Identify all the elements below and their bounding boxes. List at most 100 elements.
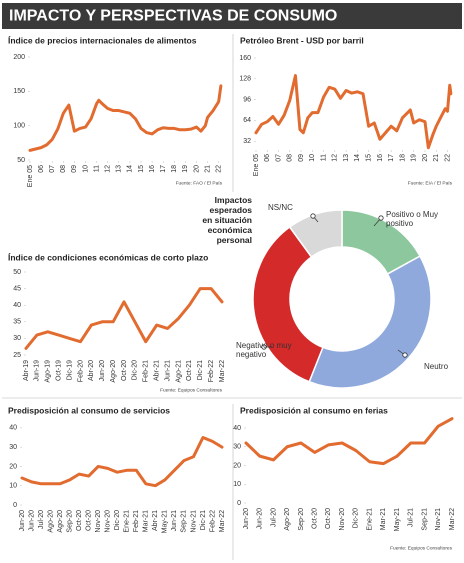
x-tick-label: Jun-19	[34, 360, 41, 382]
x-tick-label: Oct-20	[325, 508, 332, 529]
x-tick-label: 20	[193, 165, 200, 173]
x-tick-label: 15	[365, 154, 372, 162]
x-tick-label: Oct-20	[121, 360, 128, 381]
data-line	[28, 84, 223, 152]
x-tick-label: Dic-19	[66, 360, 73, 380]
x-tick-label: 11	[320, 154, 327, 161]
x-tick-label: Ene-21	[124, 510, 131, 533]
x-tick-label: Ene 05	[27, 165, 34, 187]
x-tick-label: 12	[332, 154, 339, 162]
chart-title: Predisposición al consumo de servicios	[8, 405, 170, 415]
chart-title: Índice de precios internacionales de ali…	[8, 35, 197, 45]
x-tick-label: Dic-21	[197, 360, 204, 380]
x-tick-label: Oct-20	[312, 508, 319, 529]
x-tick-label: 10	[309, 154, 316, 162]
data-line	[244, 417, 454, 466]
y-tick-label: 0	[237, 500, 241, 507]
x-tick-label: Mar-21	[380, 508, 387, 530]
y-tick-label: 30	[233, 444, 241, 451]
x-tick-label: Abr-21	[152, 510, 159, 531]
x-tick-label: 18	[171, 165, 178, 173]
x-tick-label: 07	[49, 165, 56, 173]
x-tick-label: Oct-19	[56, 360, 63, 381]
y-tick-label: 35	[13, 319, 21, 326]
x-tick-label: Dic-21	[200, 510, 207, 530]
donut-title: en situación	[202, 215, 252, 225]
x-tick-label: Sep-20	[298, 508, 305, 531]
x-tick-label: 13	[343, 154, 350, 162]
data-line	[24, 287, 224, 350]
x-tick-label: Nov-20	[95, 510, 102, 533]
x-tick-label: Feb-21	[143, 360, 150, 382]
y-tick-label: 20	[9, 463, 17, 470]
x-tick-label: Dic-20	[132, 360, 139, 380]
x-tick-label: Jun-21	[164, 360, 171, 382]
x-tick-label: 21	[433, 154, 440, 162]
x-tick-label: Nov-20	[339, 508, 346, 531]
y-tick-label: 10	[233, 481, 241, 488]
y-tick-label: 40	[233, 425, 241, 432]
x-tick-label: 22	[216, 165, 223, 173]
x-tick-label: 08	[60, 165, 67, 173]
x-tick-label: Ago-19	[45, 360, 52, 383]
y-tick-label: 150	[13, 88, 25, 95]
donut-title: esperados	[209, 205, 252, 215]
leader-dot	[378, 215, 384, 221]
y-tick-label: 96	[243, 96, 251, 103]
x-tick-label: Ago-20	[110, 360, 117, 383]
leader-dot	[402, 352, 408, 358]
x-tick-label: Feb-22	[209, 510, 216, 532]
x-tick-label: 21	[204, 165, 211, 173]
x-tick-label: Dic-20	[114, 510, 121, 530]
x-tick-label: Mar-22	[219, 360, 226, 382]
x-tick-label: Sep-21	[181, 510, 188, 533]
x-tick-label: Jun-20	[243, 508, 250, 530]
x-tick-label: Sep-20	[66, 510, 73, 533]
chart-title: Petróleo Brent - USD por barril	[240, 35, 364, 45]
chart-title: Índice de condiciones económicas de cort…	[8, 252, 208, 262]
y-tick-label: 40	[9, 425, 17, 432]
x-tick-label: 06	[38, 165, 45, 173]
donut-label: Negativo o muy negativo	[236, 341, 292, 360]
x-tick-label: 22	[444, 154, 451, 162]
x-tick-label: 08	[287, 154, 294, 162]
x-tick-label: Mar-21	[143, 510, 150, 532]
x-tick-label: 10	[82, 165, 89, 173]
x-tick-label: Mar-22	[219, 510, 226, 532]
x-tick-label: Nov-21	[190, 510, 197, 533]
x-tick-label: 09	[71, 165, 78, 173]
x-tick-label: Jul-20	[38, 510, 45, 529]
leader-dot	[261, 344, 267, 350]
source-note: Fuente: Equipos Consultores	[390, 545, 452, 551]
x-tick-label: Sep-21	[421, 508, 428, 531]
x-tick-label: Jun-20	[99, 360, 106, 382]
x-tick-label: Abr-19	[23, 360, 30, 381]
chart-title: Predisposición al consumo en ferias	[240, 405, 388, 415]
leader-dot	[310, 213, 316, 219]
x-tick-label: Abr-20	[88, 360, 95, 381]
x-tick-label: 12	[105, 165, 112, 173]
donut-label: Neutro	[424, 362, 449, 371]
page-title: IMPACTO Y PERSPECTIVAS DE CONSUMO	[9, 8, 337, 25]
x-tick-label: 19	[182, 165, 189, 173]
x-tick-label: Jun-20	[257, 508, 264, 530]
x-tick-label: Nov-21	[435, 508, 442, 531]
x-tick-label: Jun-21	[171, 510, 178, 532]
x-tick-label: Ago-20	[47, 510, 54, 533]
y-tick-label: 40	[13, 302, 21, 309]
donut-title: Impactos	[214, 195, 252, 205]
x-tick-label: Dic-20	[353, 508, 360, 528]
x-tick-label: Nov-20	[105, 510, 112, 533]
y-tick-label: 160	[239, 55, 251, 62]
x-tick-label: Oct-20	[86, 510, 93, 531]
x-tick-label: 18	[399, 154, 406, 162]
y-tick-label: 50	[13, 269, 21, 276]
x-tick-label: 11	[93, 165, 100, 172]
x-tick-label: 17	[388, 154, 395, 162]
y-tick-label: 128	[239, 76, 251, 83]
x-tick-label: Jun-20	[28, 510, 35, 532]
donut-segment	[288, 209, 343, 258]
x-tick-label: 06	[264, 154, 271, 162]
x-tick-label: Mar-22	[449, 508, 456, 530]
